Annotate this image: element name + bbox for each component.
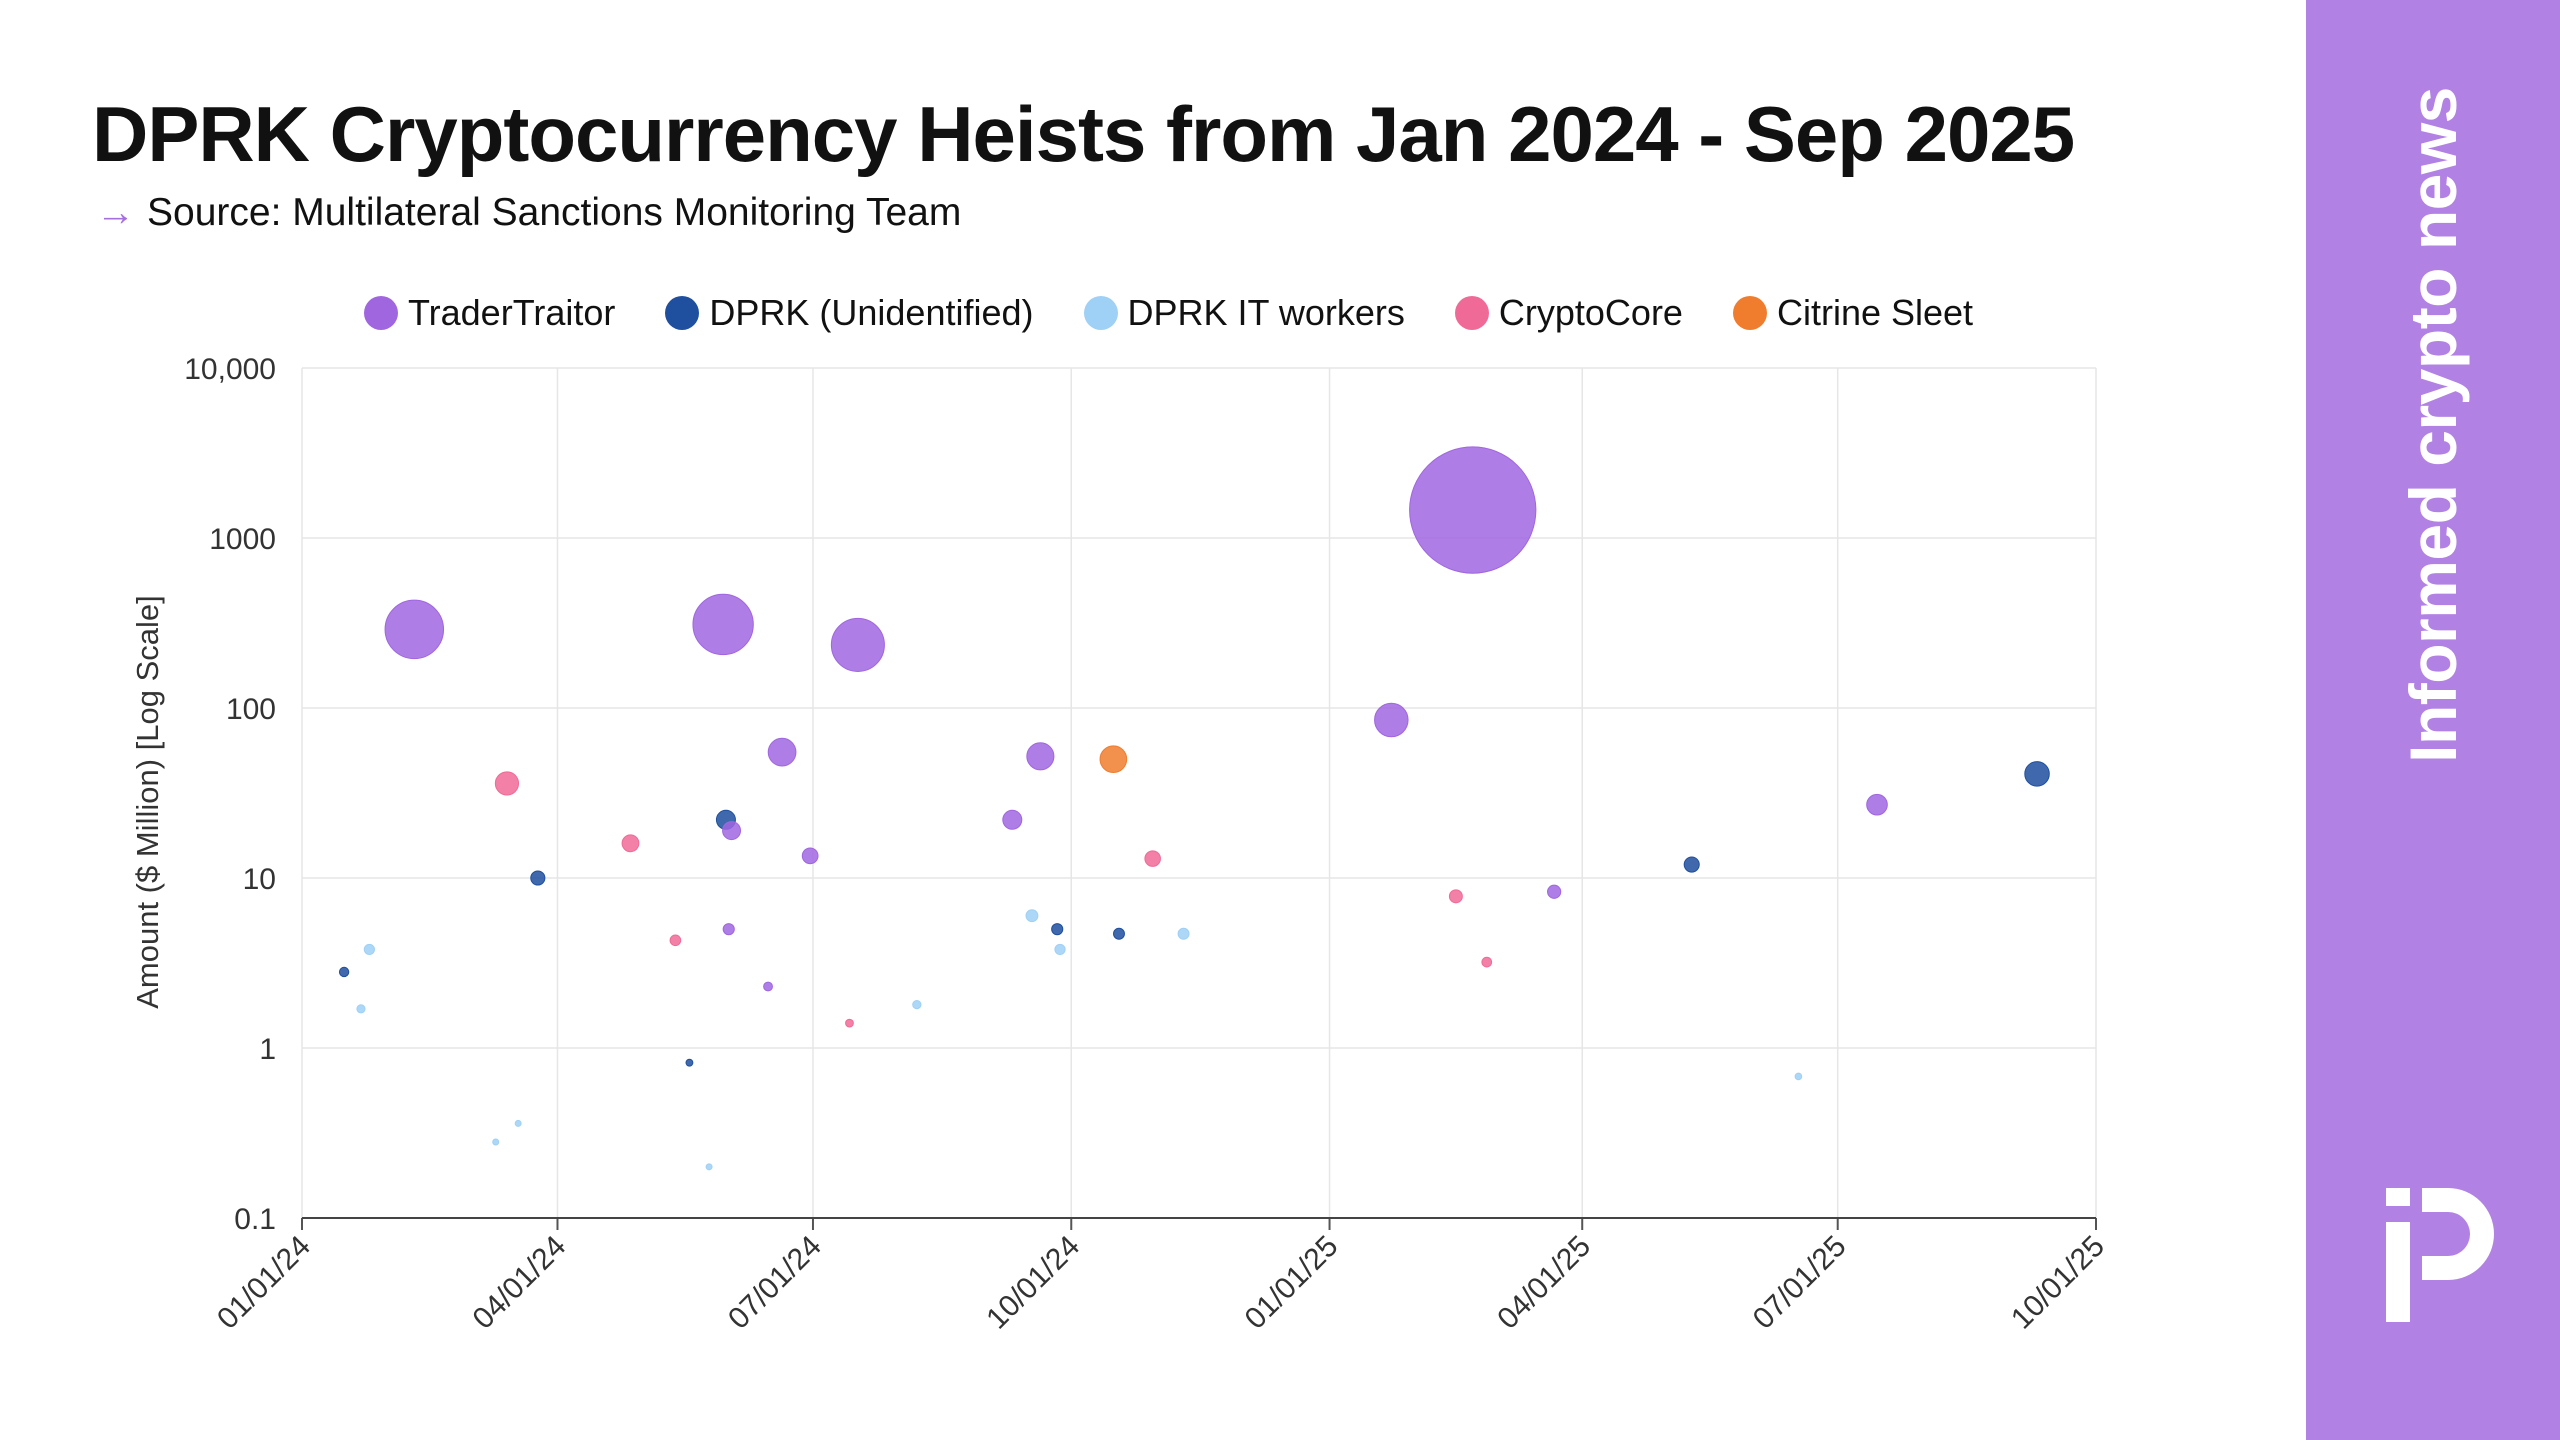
point-tradertraitor-6 [801,847,819,865]
x-tick-label-6: 07/01/25 [1747,1230,1853,1336]
x-tick-label-7: 10/01/25 [2005,1230,2111,1336]
x-tick-label-1: 04/01/24 [467,1230,573,1336]
legend-item-tradertraitor: TraderTraitor [364,292,615,334]
x-tick-label-5: 04/01/25 [1491,1230,1597,1336]
x-tick-label-3: 10/01/24 [980,1230,1086,1336]
y-tick-label-5: 10,000 [184,353,276,386]
point-tradertraitor-2 [767,737,797,767]
point-dprk-it-workers-6 [1025,909,1039,923]
y-tick-labels: 0.1 1 10 100 1000 10,000 [184,353,276,1236]
point-cryptocore-4 [1144,850,1161,867]
informed-logo-icon [2386,1188,2494,1322]
point-dprk-it-workers-4 [705,1163,713,1171]
point-dprk-it-workers-7 [1054,943,1066,956]
point-cryptocore-6 [1481,956,1493,968]
x-tick-label-2: 07/01/24 [722,1230,828,1336]
point-citrine-sleet-0 [1099,745,1128,773]
y-tick-label-2: 10 [243,863,276,896]
point-tradertraitor-4 [722,821,742,841]
y-tick-label-0: 0.1 [234,1203,276,1236]
y-tick-label-4: 1000 [209,523,276,556]
legend-item-dprk-unidentified: DPRK (Unidentified) [665,292,1034,334]
legend-swatch-citrine-sleet [1732,296,1767,330]
legend-item-dprk-it-workers: DPRK IT workers [1083,292,1405,334]
point-tradertraitor-8 [1002,809,1023,830]
point-tradertraitor-11 [1409,446,1537,574]
source-text: Source: Multilateral Sanctions Monitorin… [147,191,962,234]
point-dprk-it-workers-0 [356,1004,366,1014]
point-cryptocore-5 [1448,889,1463,904]
page-title: DPRK Cryptocurrency Heists from Jan 2024… [92,90,2075,178]
source-line: → Source: Multilateral Sanctions Monitori… [96,190,961,237]
point-tradertraitor-5 [763,981,773,992]
data-points [338,446,2050,1171]
x-tick-label-0: 01/01/24 [211,1230,317,1336]
point-dprk-it-workers-5 [912,999,922,1010]
legend-label-tradertraitor: TraderTraitor [408,292,616,333]
point-tradertraitor-12 [1547,884,1562,899]
point-dprk-unidentified-5 [1113,927,1125,940]
legend-swatch-dprk-unidentified [665,296,700,330]
point-dprk-unidentified-0 [338,966,350,978]
point-dprk-unidentified-2 [685,1058,694,1067]
legend-label-cryptocore: CryptoCore [1498,292,1683,333]
bubble-chart: 0.1 1 10 100 1000 10,000 01/01/24 04/01/24 07/0… [130,353,2111,1336]
y-axis-label: Amount ($ Million) [Log Scale] [130,595,165,1009]
y-tick-label-3: 100 [226,693,276,726]
point-dprk-unidentified-1 [530,870,546,886]
arrow-right-icon: → [96,191,135,234]
point-cryptocore-1 [621,834,640,853]
y-tick-label-1: 1 [259,1033,276,1066]
point-dprk-unidentified-7 [2024,761,2050,787]
point-tradertraitor-0 [384,599,445,660]
point-dprk-it-workers-3 [514,1119,522,1127]
legend-swatch-tradertraitor [364,296,398,330]
legend-label-citrine-sleet: Citrine Sleet [1776,292,1974,333]
point-tradertraitor-1 [692,593,754,656]
legend-label-dprk-unidentified: DPRK (Unidentified) [709,292,1034,333]
legend-swatch-cryptocore [1454,296,1489,330]
point-dprk-it-workers-8 [1177,927,1190,940]
point-cryptocore-2 [669,934,682,947]
point-tradertraitor-9 [1026,742,1055,771]
point-dprk-unidentified-6 [1683,856,1700,873]
point-tradertraitor-10 [1374,702,1409,738]
legend-item-citrine-sleet: Citrine Sleet [1732,292,1974,334]
point-cryptocore-3 [845,1018,854,1028]
legend-item-cryptocore: CryptoCore [1454,292,1683,334]
point-dprk-it-workers-9 [1794,1072,1803,1081]
axes [301,1217,2097,1230]
grid-lines [301,367,2097,1219]
chart-legend: TraderTraitor DPRK (Unidentified) DPRK IT … [364,292,2023,334]
brand-tagline: Informed crypto news [2396,87,2470,763]
point-dprk-unidentified-4 [1051,923,1064,936]
point-dprk-it-workers-1 [363,943,375,956]
x-tick-label-4: 01/01/25 [1239,1230,1345,1336]
x-tick-labels: 01/01/24 04/01/24 07/01/24 10/01/24 01/01/25… [211,1230,2111,1336]
legend-label-dprk-it-workers: DPRK IT workers [1127,292,1405,333]
point-cryptocore-0 [494,771,520,796]
legend-swatch-dprk-it-workers [1083,296,1118,330]
point-tradertraitor-7 [830,617,885,672]
brand-sidebar: Informed crypto news [2306,0,2560,1440]
point-tradertraitor-3 [722,923,735,936]
point-dprk-it-workers-2 [492,1138,500,1146]
point-tradertraitor-13 [1866,793,1888,816]
